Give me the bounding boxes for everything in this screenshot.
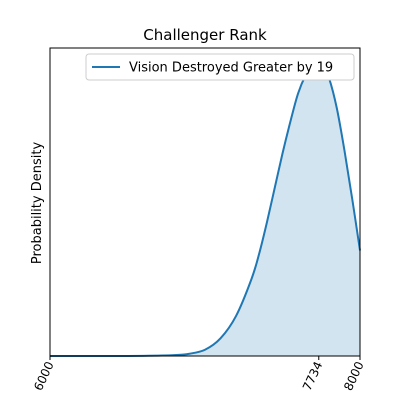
x-tick-label: 7734	[300, 359, 326, 393]
x-axis-ticks: 6000 7734 8000	[31, 356, 367, 393]
series-area	[50, 62, 360, 357]
legend-box	[85, 53, 355, 81]
plot-frame	[49, 47, 361, 357]
x-tick-label: 6000	[31, 359, 57, 393]
chart-title: Challenger Rank	[143, 26, 267, 44]
plot-area	[49, 47, 361, 358]
y-axis-label: Probability Density	[30, 142, 45, 265]
legend-entry: Vision Destroyed Greater by 19	[129, 61, 333, 76]
x-tick-label: 8000	[341, 359, 367, 393]
legend: Vision Destroyed Greater by 19	[85, 53, 355, 81]
